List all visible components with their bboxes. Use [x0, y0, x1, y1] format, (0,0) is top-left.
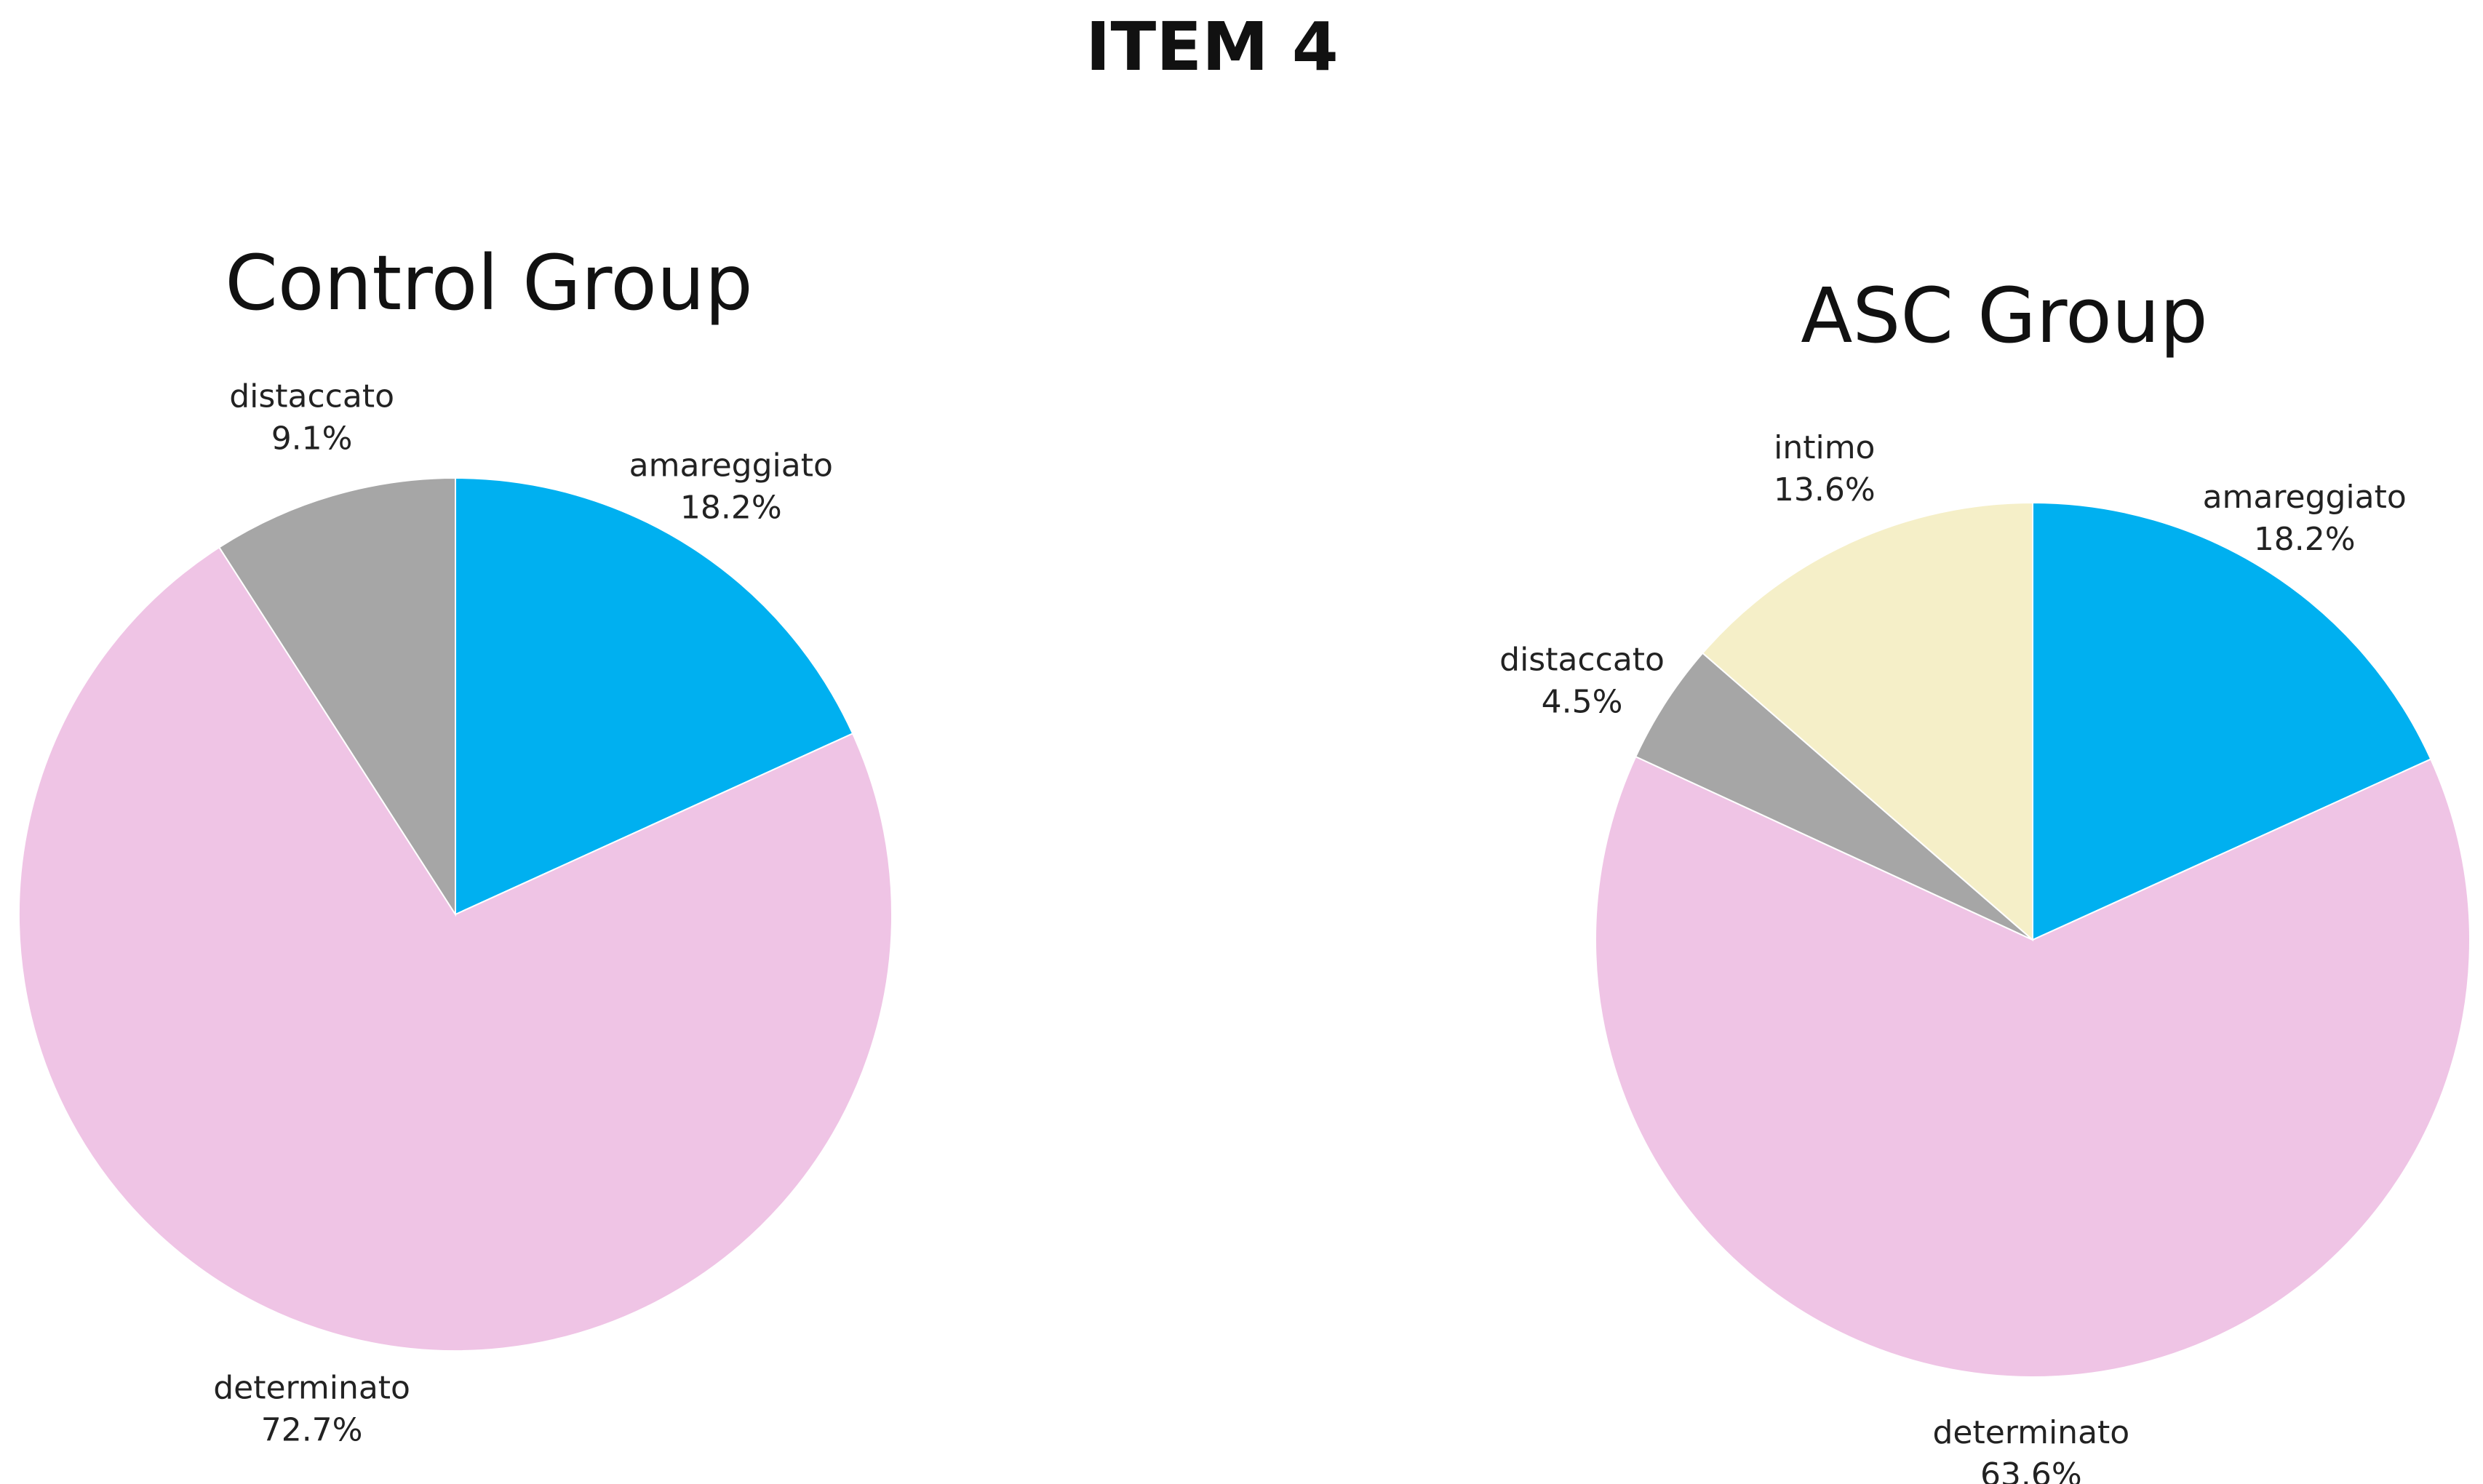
asc-group-value-distaccato: 4.5% — [1542, 683, 1623, 720]
asc-group-label-distaccato: distaccato — [1499, 641, 1665, 678]
asc-group-slice-distaccato — [1634, 652, 2033, 941]
control-group-slices — [18, 476, 893, 1352]
asc-group-value-amareggiato: 18.2% — [2254, 521, 2356, 558]
asc-group-label-determinato: determinato — [1932, 1414, 2129, 1451]
control-group-value-amareggiato: 18.2% — [680, 489, 782, 526]
control-group-pie-chart: Control Group amareggiato 18.2% determinat… — [18, 239, 893, 1449]
asc-group-label-amareggiato: amareggiato — [2203, 479, 2407, 516]
control-group-label-determinato: determinato — [213, 1370, 410, 1407]
control-group-labels: amareggiato 18.2% determinato 72.7% distacca… — [213, 378, 833, 1448]
asc-group-labels: amareggiato 18.2% determinato 63.6% distacca… — [1499, 429, 2407, 1484]
figure-title: ITEM 4 — [1085, 8, 1338, 86]
asc-group-chart-title: ASC Group — [1801, 271, 2207, 360]
control-group-value-determinato: 72.7% — [261, 1412, 363, 1449]
control-group-label-amareggiato: amareggiato — [629, 447, 833, 484]
asc-group-slice-determinato — [1595, 755, 2471, 1378]
control-group-slice-determinato — [18, 546, 893, 1352]
asc-group-value-intimo: 13.6% — [1774, 471, 1876, 508]
asc-group-slices — [1595, 501, 2471, 1378]
asc-group-slice-amareggiato — [2032, 501, 2432, 941]
asc-group-value-determinato: 63.6% — [1980, 1456, 2082, 1484]
asc-group-label-intimo: intimo — [1774, 429, 1875, 466]
control-group-chart-title: Control Group — [225, 239, 753, 327]
control-group-slice-distaccato — [218, 476, 456, 917]
asc-group-pie-chart: ASC Group amareggiato 18.2% determinato 63.… — [1499, 271, 2471, 1484]
control-group-slice-amareggiato — [455, 476, 854, 916]
asc-group-slice-intimo — [1701, 501, 2033, 942]
control-group-value-distaccato: 9.1% — [271, 420, 353, 457]
control-group-label-distaccato: distaccato — [229, 378, 394, 415]
